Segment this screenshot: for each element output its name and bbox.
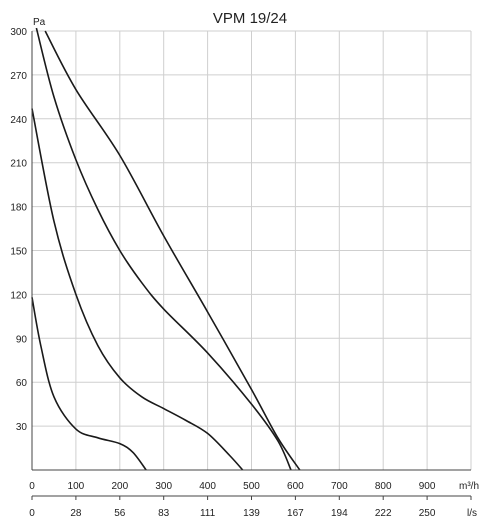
y-tick-label: 120 [10, 290, 27, 301]
x2-tick-label: 222 [375, 508, 392, 519]
y-tick-label: 90 [16, 334, 28, 345]
x2-tick-label: 111 [200, 508, 216, 519]
y-axis-label: Pa [33, 17, 46, 28]
y-tick-label: 30 [16, 422, 28, 433]
x-tick-label: 400 [199, 481, 216, 492]
series-line-1 [31, 297, 147, 471]
x-tick-label: 500 [243, 481, 260, 492]
x-tick-label: 900 [419, 481, 436, 492]
y-tick-label: 270 [10, 71, 27, 82]
x2-tick-label: 0 [29, 508, 35, 519]
x2-tick-label: 28 [70, 508, 82, 519]
x-tick-label: 300 [155, 481, 172, 492]
x2-tick-label: 83 [158, 508, 170, 519]
chart-title: VPM 19/24 [213, 10, 287, 27]
axes [31, 31, 472, 500]
y-tick-label: 60 [16, 378, 28, 389]
x-tick-label: 100 [68, 481, 85, 492]
x-tick-label: 600 [287, 481, 304, 492]
x2-tick-label: 250 [419, 508, 436, 519]
y-tick-label: 240 [10, 115, 27, 126]
x2-tick-label: 194 [331, 508, 348, 519]
x2-axis-unit-label: l/s [467, 508, 477, 519]
curves [31, 27, 301, 471]
y-tick-label: 180 [10, 203, 27, 214]
series-line-3 [35, 27, 292, 471]
series-line-2 [31, 108, 244, 471]
x-tick-label: 0 [29, 481, 35, 492]
x-tick-label: 800 [375, 481, 392, 492]
x2-tick-label: 139 [243, 508, 260, 519]
grid [32, 30, 472, 470]
y-tick-label: 300 [10, 27, 27, 38]
y-tick-label: 210 [10, 159, 27, 170]
x2-tick-label: 56 [114, 508, 126, 519]
y-tick-label: 150 [10, 247, 27, 258]
x-tick-label: 700 [331, 481, 348, 492]
tick-labels: 30 60 90 120 150 180 210 240 270 300 0 100 200 300 400… [10, 27, 436, 519]
x-axis-unit-label: m³/h [459, 481, 479, 492]
x-tick-label: 200 [111, 481, 128, 492]
x2-tick-label: 167 [287, 508, 304, 519]
series-line-4 [44, 30, 301, 471]
